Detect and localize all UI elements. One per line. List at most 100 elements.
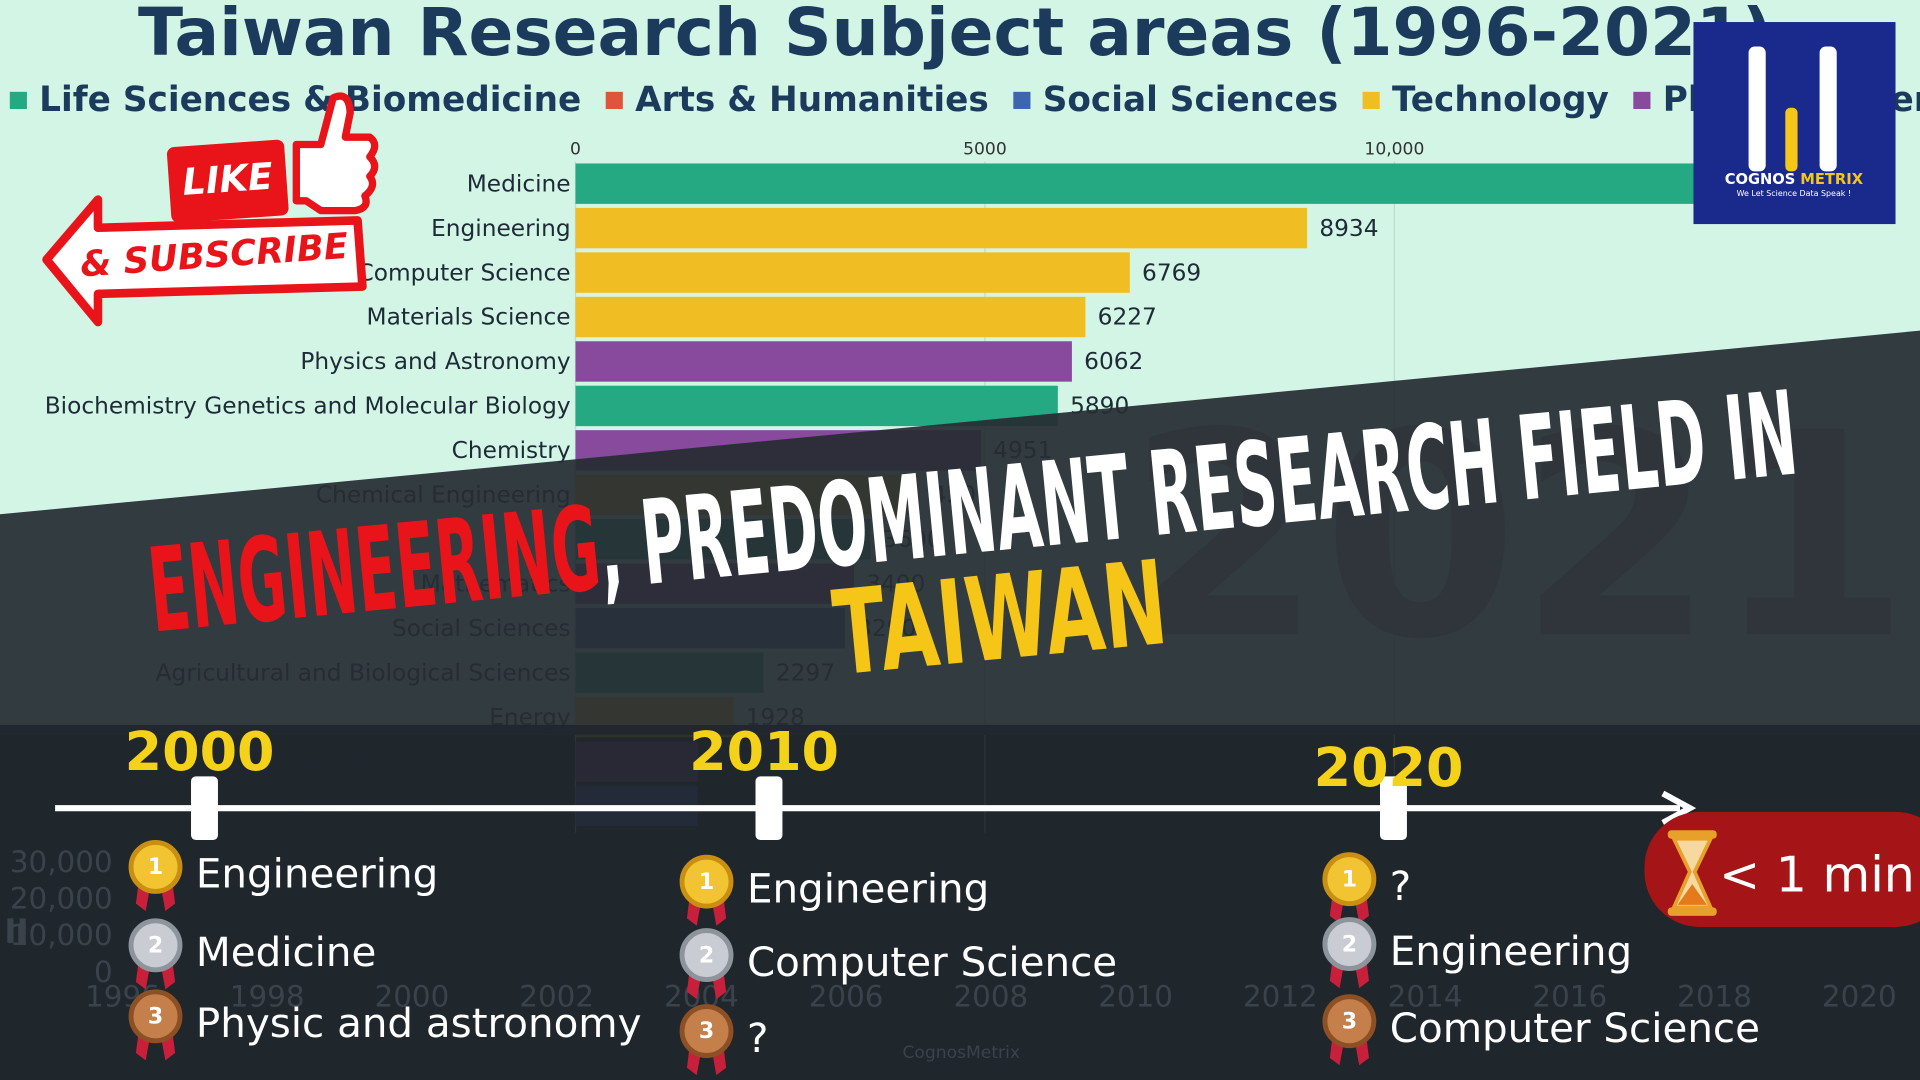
- bg-x-tick-label: 2018: [1677, 979, 1752, 1013]
- bg-x-tick-label: 2020: [1822, 979, 1897, 1013]
- medal-number: 1: [148, 855, 163, 880]
- pause-icon: [19, 918, 26, 943]
- bg-y-tick-label: 30,000: [10, 845, 113, 879]
- arrow: [42, 195, 367, 327]
- timeline: 2000 1 Engineering 2 Medicine 3 Physic and ast…: [55, 720, 1760, 1076]
- rank-label: ?: [747, 1014, 768, 1062]
- bg-y-tick-label: 10,000: [10, 918, 113, 952]
- hourglass-frame: [1667, 830, 1717, 839]
- logo-bar: [1819, 46, 1837, 172]
- medal-number: 3: [699, 1019, 714, 1044]
- value-label: 6062: [1084, 348, 1143, 375]
- bg-x-tick-label: 2008: [953, 979, 1028, 1013]
- hourglass: [1670, 836, 1714, 910]
- rank-label: Engineering: [1390, 927, 1632, 975]
- like-subscribe: & SUBSCRIBE LIKE: [42, 92, 379, 327]
- category-label: Physics and Astronomy: [300, 348, 571, 375]
- logo: COGNOS METRIX We Let Science Data Speak !: [1693, 22, 1896, 225]
- timeline-year: 2020: [1314, 736, 1464, 799]
- value-label: 6769: [1142, 259, 1201, 286]
- medal-number: 2: [699, 943, 714, 968]
- legend-swatch: [1633, 91, 1651, 109]
- pause-icon: [7, 918, 14, 943]
- medal-number: 2: [148, 934, 163, 959]
- like-text: LIKE: [181, 155, 274, 204]
- value-label: 6227: [1098, 304, 1157, 331]
- logo-name-1: COGNOS: [1725, 171, 1796, 188]
- legend-label: Arts & Humanities: [635, 80, 989, 120]
- category-label: Biochemistry Genetics and Molecular Biol…: [45, 393, 571, 420]
- timer: < 1 min: [1644, 811, 1920, 927]
- bottom-panel: [0, 724, 1920, 1080]
- logo-tagline: We Let Science Data Speak !: [1737, 189, 1851, 198]
- rank-label: Computer Science: [1390, 1004, 1760, 1052]
- legend-label: Technology: [1392, 80, 1609, 120]
- value-label: 8934: [1319, 215, 1378, 242]
- medal-number: 1: [1342, 867, 1357, 892]
- medal: [679, 928, 734, 983]
- legend-swatch: [1013, 91, 1031, 109]
- thumbs-up: [292, 92, 379, 215]
- x-tick-label: 0: [570, 139, 581, 159]
- timeline-marker: [755, 776, 783, 840]
- bg-x-tick-label: 2000: [375, 979, 450, 1013]
- bg-x-tick-label: 2016: [1532, 979, 1607, 1013]
- hourglass-sand: [1677, 884, 1707, 905]
- x-tick-label: 5000: [963, 139, 1007, 159]
- legend-label: Life Sciences & Biomedicine: [39, 80, 581, 120]
- headline-place: TAIWAN: [828, 536, 1173, 703]
- bg-x-tick-label: 2014: [1388, 979, 1463, 1013]
- logo-name-2: METRIX: [1800, 171, 1863, 188]
- rank-label: Computer Science: [747, 938, 1117, 986]
- category-label: Medicine: [467, 170, 571, 197]
- legend-swatch: [9, 91, 27, 109]
- medal: [1322, 994, 1377, 1049]
- x-tick-label: 10,000: [1364, 139, 1424, 159]
- timer-text: < 1 min: [1719, 846, 1915, 903]
- bar: [575, 163, 1763, 204]
- timeline-arrow: [1661, 790, 1697, 826]
- medal: [128, 918, 183, 973]
- bar: [575, 385, 1058, 427]
- bg-y-tick-label: 20,000: [10, 882, 113, 916]
- medal: [1322, 917, 1377, 972]
- legend-label: Social Sciences: [1043, 80, 1338, 120]
- bar: [575, 296, 1086, 338]
- logo-bar: [1785, 107, 1798, 172]
- medal-number: 3: [148, 1005, 163, 1030]
- medal: [679, 1004, 734, 1058]
- bar: [575, 252, 1130, 293]
- rank-label: Engineering: [747, 864, 989, 912]
- legend-swatch: [605, 91, 623, 109]
- timeline-year: 2000: [125, 720, 275, 783]
- bar: [575, 341, 1072, 382]
- like-box: [166, 139, 289, 223]
- timeline-marker: [1380, 776, 1407, 840]
- banner: [0, 330, 1920, 735]
- timeline-marker: [191, 776, 218, 840]
- rank-label: Medicine: [196, 928, 376, 976]
- hourglass-frame: [1667, 907, 1717, 916]
- chart-title: Taiwan Research Subject areas (1996-2021…: [138, 0, 1772, 71]
- category-label: Materials Science: [367, 304, 571, 331]
- medal: [679, 854, 734, 909]
- medal-number: 3: [1342, 1009, 1357, 1034]
- timeline-year: 2010: [689, 720, 839, 783]
- medal-number: 1: [699, 870, 714, 895]
- watermark: CognosMetrix: [902, 1043, 1020, 1063]
- bg-x-tick-label: 2010: [1098, 979, 1173, 1013]
- bar: [575, 207, 1308, 249]
- category-label: Chemistry: [452, 437, 571, 464]
- medal: [128, 989, 183, 1044]
- legend-swatch: [1362, 91, 1380, 109]
- rank-label: Engineering: [196, 850, 438, 898]
- category-label: Computer Science: [358, 259, 571, 286]
- logo-name: COGNOS METRIX: [1725, 171, 1864, 188]
- bg-x-tick-label: 2002: [519, 979, 594, 1013]
- logo-bar: [1748, 46, 1766, 172]
- bg-x-tick-label: 2006: [809, 979, 884, 1013]
- bg-x-tick-label: 2012: [1243, 979, 1318, 1013]
- bg-y-tick-label: 0: [94, 955, 113, 989]
